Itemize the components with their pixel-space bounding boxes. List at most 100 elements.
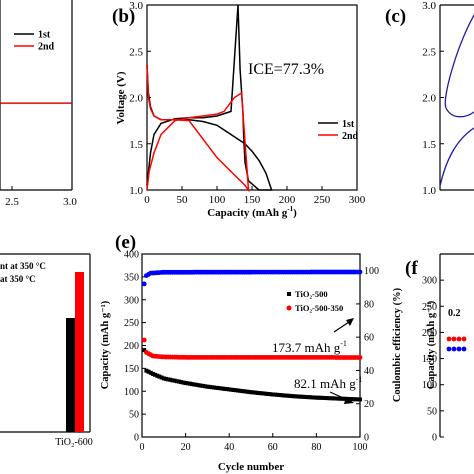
panel-e-point-tio2-500 <box>161 376 166 381</box>
panel-f-dots <box>446 336 467 352</box>
panel-f-y-axis-label: Capacity (mAh g⁻¹) <box>426 300 437 389</box>
panel-f-y-tick-label: 50 <box>427 406 437 417</box>
panel-e-point-tio2-500 <box>209 385 214 390</box>
panel-e-y-tick-label: 350 <box>124 272 139 283</box>
panel-e-y-right-tick-label: 100 <box>364 266 379 277</box>
panel-e-point-tio2-500 <box>268 392 273 397</box>
panel-b-series <box>146 4 273 193</box>
panel-e-point-tio2-500 <box>353 397 358 402</box>
panel-b-y-tick-label: 2.0 <box>129 93 143 105</box>
panel-e-point-tio2-500 <box>290 394 295 399</box>
panel-f-dot-blue <box>446 346 452 352</box>
panel-e-point-tio2-500 <box>340 396 345 401</box>
panel-e-point-tio2-500 <box>188 381 192 386</box>
panel-e-point-tio2-500 <box>266 392 271 396</box>
panel-e-point-tio2-500 <box>168 377 173 382</box>
panel-e-point-tio2-500 <box>338 396 343 401</box>
panel-e-ticks: 0 20 40 60 80 1000501001502002503003504000204… <box>124 250 379 454</box>
panel-e-point-tio2-500 <box>207 384 212 389</box>
panel-f-dot-blue <box>456 346 462 352</box>
panel-e-point-tio2-500 <box>351 397 356 402</box>
panel-b-x-tick-label: 250 <box>314 194 331 206</box>
panel-b-legend-1st: 1st <box>342 119 355 130</box>
panel-e-point-tio2-500 <box>279 393 284 398</box>
panel-f-annotation: 0.2 <box>448 308 461 319</box>
panel-e-point-tio2-500 <box>148 370 153 375</box>
panel-b-x-tick-label: 50 <box>177 194 189 206</box>
panel-e-annotation-2: 82.1 mAh g-1 <box>294 375 362 391</box>
panel-e-point-tio2-500 <box>205 384 210 389</box>
panel-e-point-tio2-500 <box>270 392 275 397</box>
panel-f-dot-red <box>456 336 462 342</box>
panel-e-point-tio2-500 <box>190 382 195 387</box>
panel-d-bar-black <box>66 318 75 432</box>
panel-f-y-tick-label: 0 <box>432 433 437 444</box>
panel-e-legend-marker-1 <box>287 292 291 296</box>
panel-f-y-tick-label: 200 <box>422 328 437 339</box>
panel-e-point-tio2-500 <box>305 395 310 400</box>
panel-e-point-tio2-500 <box>159 375 164 380</box>
panel-e-point-tio2-500 <box>316 395 321 400</box>
panel-e-point-tio2-500 <box>262 391 267 396</box>
panel-e-point-tio2-500 <box>166 377 171 382</box>
panel-e-point-tio2-500 <box>320 395 325 400</box>
panel-c-curve-lower <box>439 127 474 187</box>
panel-e-point-tio2-500 <box>336 396 341 401</box>
panel-e-point-tio2-500 <box>198 383 203 388</box>
panel-c-ticks: 3.0 2.5 2.0 1.5 1.0 <box>422 0 444 197</box>
panel-e-point-tio2-500 <box>242 389 247 394</box>
panel-e-point-tio2-500 <box>146 369 151 374</box>
panel-f-y-tick-label: 100 <box>422 380 437 391</box>
panel-e-point-tio2-500 <box>334 396 338 401</box>
panel-a-legend-2nd: 2nd <box>38 42 55 53</box>
panel-e-point-tio2-500 <box>229 387 234 392</box>
panel-e-point-tio2-500 <box>240 389 245 394</box>
panel-e-y-tick-label: 150 <box>124 364 139 375</box>
panel-e-series <box>141 269 363 402</box>
panel-a-tick-label: 3.0 <box>63 196 77 208</box>
panel-b-ice-annotation: ICE=77.3% <box>248 61 324 78</box>
panel-d-legend-1: nt at 350 °C <box>0 261 46 271</box>
panel-e-point-tio2-500 <box>222 386 227 391</box>
panel-f-ticks: 300 250 200 150 100 50 0 <box>422 276 444 444</box>
panel-c-y-tick-label: 1.5 <box>422 139 436 151</box>
panel-e-y-right-tick-label: 40 <box>364 366 374 377</box>
panel-b-frame <box>146 4 358 191</box>
panel-e-point-tio2-500 <box>246 389 251 394</box>
panel-e-point-tio2-500 <box>144 368 149 373</box>
panel-e-x-tick-label: 60 <box>268 442 278 453</box>
panel-e-y-tick-label: 200 <box>124 341 139 352</box>
panel-a: 1st 2nd 2.5 3.0 <box>0 0 77 208</box>
panel-f-y-tick-label: 150 <box>422 354 437 365</box>
panel-e-y-right-tick-label: 0 <box>364 433 369 444</box>
panel-e-point-tio2-500 <box>201 383 205 388</box>
panel-b-y-axis-label: Voltage (V) <box>115 71 127 124</box>
panel-b-y-tick-label: 3.0 <box>129 0 143 12</box>
panel-e-point-tio2-500 <box>244 389 249 394</box>
panel-e-x-tick-label: 40 <box>224 442 234 453</box>
panel-e-point-tio2-500 <box>318 395 323 400</box>
panel-e-point-tio2-500 <box>329 396 334 401</box>
panel-f-y-tick-label: 300 <box>422 276 437 287</box>
panel-e-point-tio2-500 <box>142 348 147 353</box>
panel-e-point-tio2-500 <box>327 396 332 401</box>
panel-e-point-tio2-500 <box>231 388 236 392</box>
panel-e-point-tio2-500 <box>251 390 256 395</box>
panel-e-point-tio2-500 <box>303 395 308 399</box>
panel-c-label: (c) <box>385 6 406 27</box>
panel-e-point-tio2-500 <box>325 396 330 401</box>
panel-e-point-tio2-500 <box>307 395 312 400</box>
panel-e-point-tio2-500 <box>331 396 336 401</box>
panel-e-x-tick-label: 100 <box>353 442 368 453</box>
panel-e-point-tio2-500 <box>297 394 301 399</box>
panel-d-bar-red <box>75 272 84 432</box>
panel-e-point-ce <box>141 281 147 287</box>
panel-e-legend-1: TiO₂-500 <box>295 289 328 299</box>
panel-e-point-tio2-500 <box>294 394 299 399</box>
panel-e-x-axis-label: Cycle number <box>218 461 284 473</box>
panel-e-y-right-tick-label: 80 <box>364 299 374 310</box>
panel-e-legend-2: TiO₂-500-350 <box>295 303 343 313</box>
panel-a-legend-1st: 1st <box>38 30 51 41</box>
panel-c-y-tick-label: 1.0 <box>422 185 436 197</box>
panel-e-point-tio2-500 <box>249 390 253 395</box>
